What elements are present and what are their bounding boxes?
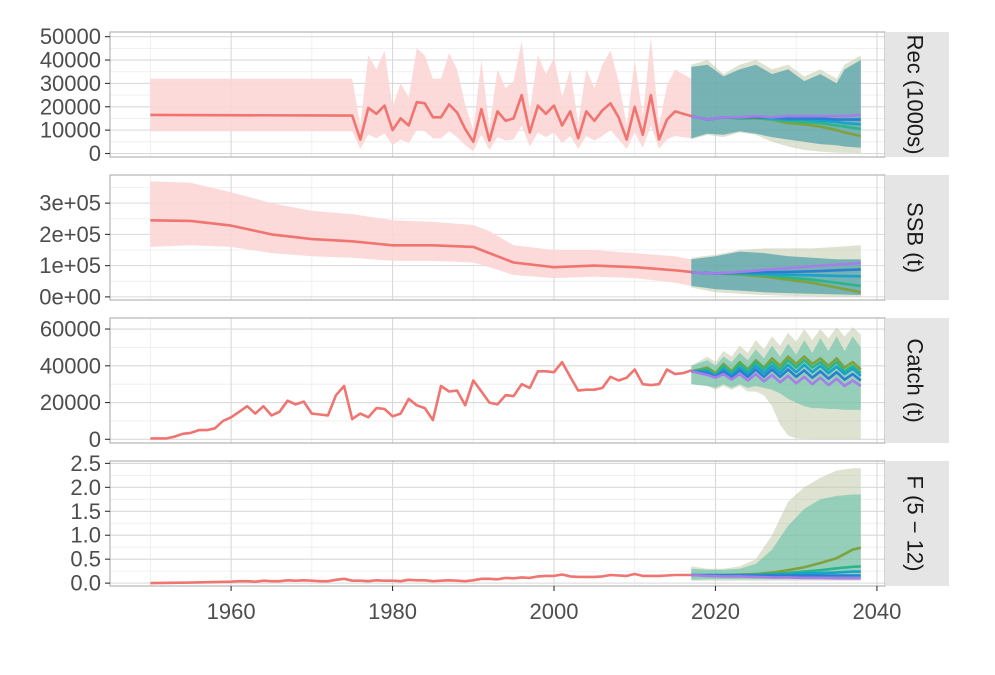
- y-tick-label: 2e+05: [39, 222, 101, 247]
- facet-strip: SSB (t): [885, 175, 949, 300]
- projection-inner-band: [691, 494, 861, 580]
- facet-strip-background: [885, 32, 949, 157]
- facet-strip-label: F (5 − 12): [903, 476, 928, 572]
- y-tick-label: 2.0: [70, 475, 101, 500]
- scenario-line-2: [691, 363, 862, 378]
- y-tick-label: 2.5: [70, 451, 101, 476]
- x-tick-label: 2040: [852, 599, 901, 624]
- y-tick-label: 1.5: [70, 499, 101, 524]
- x-tick-label: 1980: [368, 599, 417, 624]
- y-tick-label: 20000: [40, 390, 101, 415]
- facet-strip: F (5 − 12): [885, 461, 949, 586]
- x-tick-label: 2000: [530, 599, 579, 624]
- y-tick-label: 40000: [40, 353, 101, 378]
- panel-1: 0e+00 1e+05 2e+05 3e+05 SSB (t): [39, 174, 949, 309]
- historic-series-line: [150, 572, 692, 585]
- facet-strip-label: Catch (t): [903, 338, 928, 422]
- panel-2: 0 20000 40000 60000 Catch (t): [40, 317, 949, 452]
- historic-series-line: [150, 360, 692, 440]
- scenario-line-1: [691, 359, 862, 377]
- x-tick-label: 2020: [691, 599, 740, 624]
- y-tick-label: 40000: [40, 48, 101, 73]
- facet-strip-background: [885, 318, 949, 443]
- x-axis: 1960 1980 2000 2020 2040: [207, 586, 901, 624]
- y-tick-label: 60000: [40, 317, 101, 342]
- y-tick-label: 0.5: [70, 547, 101, 572]
- panel-3: 0.00.51.01.52.02.5 F (5 − 12): [70, 451, 949, 596]
- historic-uncertainty-band: [150, 36, 692, 152]
- y-tick-label: 0: [89, 141, 101, 166]
- facet-strip-background: [885, 175, 949, 300]
- y-tick-label: 50000: [40, 24, 101, 49]
- scenario-line-4: [691, 573, 861, 580]
- y-tick-label: 3e+05: [39, 191, 101, 216]
- y-tick-label: 0.0: [70, 571, 101, 596]
- panel-background: [110, 318, 885, 443]
- y-tick-label: 10000: [40, 118, 101, 143]
- scenario-line-4: [691, 370, 862, 388]
- facet-strip-label: SSB (t): [903, 202, 928, 273]
- scenario-line-3: [691, 368, 862, 382]
- y-tick-label: 1e+05: [39, 253, 101, 278]
- x-tick-label: 1960: [207, 599, 256, 624]
- facet-strip: Rec (1000s): [885, 32, 949, 157]
- facet-strip-label: Rec (1000s): [903, 35, 928, 155]
- facet-strip: Catch (t): [885, 318, 949, 443]
- facet-strip-background: [885, 461, 949, 586]
- projection-outer-band-tint: [691, 468, 861, 581]
- historic-series-line: [150, 219, 692, 274]
- projection-outer-band: [691, 468, 861, 581]
- scenario-line-0: [691, 355, 862, 375]
- scenario-line-4: [691, 261, 861, 275]
- historic-uncertainty-band: [150, 181, 692, 286]
- y-tick-label: 30000: [40, 71, 101, 96]
- projection-outer-band-tint: [691, 327, 861, 440]
- projection-outer-band: [691, 327, 861, 440]
- historic-series-line: [150, 93, 692, 144]
- y-tick-label: 0: [89, 427, 101, 452]
- y-tick-label: 20000: [40, 94, 101, 119]
- y-tick-label: 1.0: [70, 523, 101, 548]
- y-tick-label: 0e+00: [39, 284, 101, 309]
- scenario-line-4: [691, 113, 861, 121]
